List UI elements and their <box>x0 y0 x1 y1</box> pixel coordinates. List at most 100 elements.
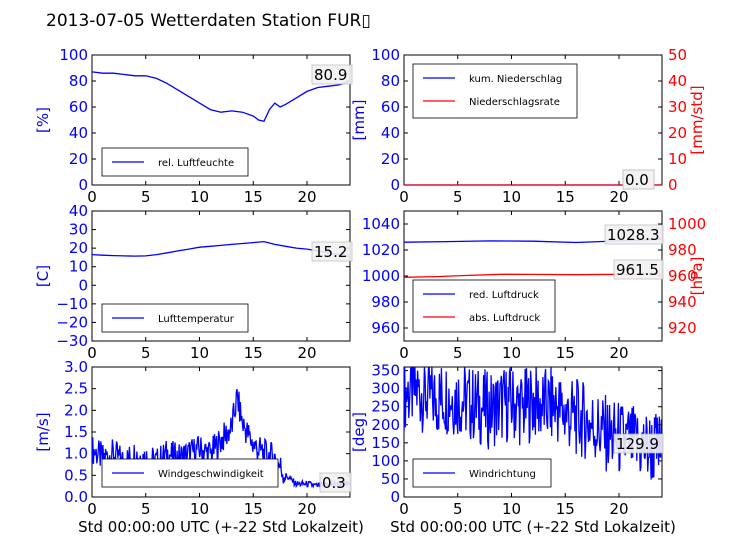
series-line-lufttemperatur <box>92 240 350 258</box>
y-tick-label: 20 <box>381 150 400 168</box>
y-tick-label: −10 <box>56 295 88 313</box>
x-tick-label: 20 <box>297 188 316 206</box>
y-tick-label: 960 <box>371 319 400 337</box>
x-axis-label: Std 00:00:00 UTC (+-22 Std Lokalzeit) <box>78 518 364 536</box>
legend-entry: rel. Luftfeuchte <box>158 158 234 169</box>
legend-entry: abs. Luftdruck <box>469 313 540 324</box>
y-tick-label: 1020 <box>362 241 400 259</box>
y-tick-label: 200 <box>371 416 400 434</box>
y-tick-label: 1040 <box>362 215 400 233</box>
y-tick-label: 100 <box>59 46 88 64</box>
x-tick-label: 5 <box>453 500 463 518</box>
value-annotation-box <box>613 433 664 454</box>
x-tick-label: 10 <box>190 500 209 518</box>
value-annotation: 0.0 <box>625 171 649 189</box>
legend-entry: Windrichtung <box>469 469 536 480</box>
x-tick-label: 15 <box>556 344 575 362</box>
y-right-tick-label: 50 <box>668 46 687 64</box>
legend-entry: Windgeschwindigkeit <box>158 469 264 480</box>
y-right-axis-label: [mm/std] <box>688 85 706 154</box>
series-line-windrichtung <box>404 367 662 480</box>
legend-entry: red. Luftdruck <box>469 290 539 301</box>
y-tick-label: 2.0 <box>64 401 88 419</box>
y-tick-label: 350 <box>371 362 400 380</box>
x-tick-label: 10 <box>502 188 521 206</box>
value-annotation-box <box>622 169 655 190</box>
y-right-tick-label: 30 <box>668 98 687 116</box>
y-right-tick-label: 960 <box>668 267 697 285</box>
x-tick-label: 20 <box>609 344 628 362</box>
x-tick-label: 0 <box>399 188 409 206</box>
y-tick-label: 40 <box>381 124 400 142</box>
series-line-rel-luftfeuchte <box>92 71 350 123</box>
x-tick-label: 20 <box>297 500 316 518</box>
y-tick-label: 2.5 <box>64 380 88 398</box>
value-annotation-box <box>604 224 664 245</box>
y-tick-label: 300 <box>371 380 400 398</box>
y-tick-label: 250 <box>371 398 400 416</box>
y-right-tick-label: 940 <box>668 293 697 311</box>
y-tick-label: 0.5 <box>64 466 88 484</box>
x-tick-label: 5 <box>141 344 151 362</box>
legend-box <box>412 63 578 119</box>
y-axis-label: [%] <box>34 107 52 133</box>
panel-humidity: 0 5 10 15 20 0 20 40 60 80 100 [%] rel. Luftfeuchte 8… <box>34 46 353 206</box>
y-right-tick-label: 0 <box>668 176 678 194</box>
y-tick-label: 60 <box>69 98 88 116</box>
value-annotation-box <box>311 241 353 262</box>
value-annotation: 129.9 <box>616 435 659 453</box>
value-annotation: 15.2 <box>314 243 347 261</box>
y-right-tick-label: 40 <box>668 72 687 90</box>
panel-pressure: 0 5 10 15 20 960 980 1000 1020 1040 920 940 960 980 10… <box>362 210 706 362</box>
y-tick-label: 20 <box>69 239 88 257</box>
x-tick-label: 20 <box>609 188 628 206</box>
x-tick-label: 0 <box>87 188 97 206</box>
y-tick-label: 100 <box>371 452 400 470</box>
figure-title: 2013-07-05 Wetterdaten Station FUR▯ <box>46 11 371 31</box>
value-annotation-box <box>311 64 353 85</box>
y-axis-label: [C] <box>34 265 52 287</box>
y-tick-label: −20 <box>56 313 88 331</box>
y-tick-label: 80 <box>69 72 88 90</box>
panel-precipitation: 0 5 10 15 20 0 20 40 60 80 100 0 10 20 30 40 50 [mm] [mm/s… <box>350 46 706 206</box>
y-tick-label: 3.0 <box>64 358 88 376</box>
y-right-tick-label: 920 <box>668 319 697 337</box>
x-tick-label: 5 <box>141 188 151 206</box>
panel-temperature: 0 5 10 15 20−30−20−10010203040[C]Lufttempera… <box>34 202 353 362</box>
y-right-tick-label: 1000 <box>668 215 706 233</box>
y-axis-label: [m/s] <box>34 412 52 451</box>
y-tick-label: 10 <box>69 258 88 276</box>
legend-box <box>101 147 249 177</box>
y-tick-label: 0 <box>390 176 400 194</box>
y-tick-label: 0 <box>78 176 88 194</box>
x-tick-label: 0 <box>399 500 409 518</box>
x-tick-label: 10 <box>190 344 209 362</box>
y-tick-label: −30 <box>56 332 88 350</box>
y-tick-label: 40 <box>69 202 88 220</box>
y-tick-label: 0 <box>390 488 400 506</box>
y-tick-label: 0.0 <box>64 488 88 506</box>
x-tick-label: 5 <box>453 344 463 362</box>
y-tick-label: 1.5 <box>64 423 88 441</box>
series-line-abs-luftdruck <box>404 273 662 278</box>
y-axis-label: [deg] <box>350 412 368 452</box>
x-tick-label: 15 <box>244 344 263 362</box>
x-tick-label: 10 <box>190 188 209 206</box>
y-right-tick-label: 20 <box>668 124 687 142</box>
y-tick-label: 20 <box>69 150 88 168</box>
legend-entry: kum. Niederschlag <box>469 74 562 85</box>
value-annotation-box <box>319 472 352 493</box>
y-tick-label: 150 <box>371 434 400 452</box>
y-tick-label: 980 <box>371 293 400 311</box>
y-tick-label: 40 <box>69 124 88 142</box>
y-tick-label: 0 <box>78 276 88 294</box>
y-tick-label: 100 <box>371 46 400 64</box>
x-tick-label: 20 <box>297 344 316 362</box>
x-tick-label: 15 <box>244 188 263 206</box>
y-right-axis-label: [hPa] <box>688 257 706 296</box>
x-tick-label: 5 <box>453 188 463 206</box>
x-tick-label: 0 <box>87 500 97 518</box>
value-annotation: 0.3 <box>322 474 346 492</box>
